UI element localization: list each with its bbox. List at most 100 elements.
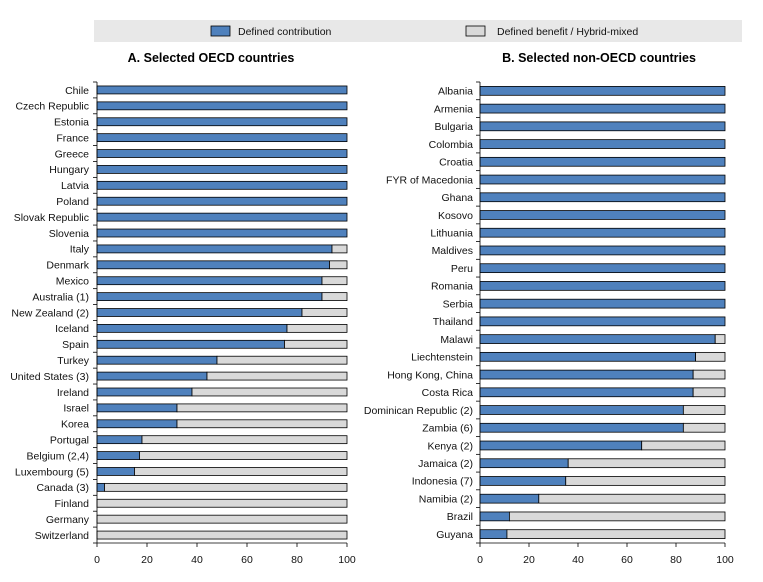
panel-a-category-label: Poland: [56, 196, 89, 208]
panel-a-bar-db-iceland: [286, 324, 348, 333]
panel-b-category-label: Liechtenstein: [411, 352, 473, 364]
panel-b-bar-dc-namibia-2: [479, 493, 540, 504]
panel-b-bar-dc-costa-rica: [479, 387, 694, 398]
panel-a-bar-db-israel: [176, 403, 348, 413]
panel-a-bar-dc-greece: [96, 149, 348, 158]
panel-a-category-label: Estonia: [54, 117, 89, 129]
panel-a-bar-dc-belgium-2-4: [96, 451, 140, 460]
legend-label-db: Defined benefit / Hybrid-mixed: [497, 26, 638, 38]
panel-a-bar-dc-australia-1: [96, 292, 323, 301]
legend-background: [94, 20, 742, 42]
panel-b-bar-dc-indonesia-7: [479, 476, 567, 486]
panel-a-bar-dc-iceland: [96, 324, 288, 333]
panel-a-category-label: Chile: [65, 85, 89, 97]
panel-a-bar-db-italy: [331, 244, 348, 254]
panel-b-bar-db-jamaica-2: [567, 458, 726, 469]
panel-a-category-label: Slovenia: [49, 228, 89, 240]
panel-b-bar-dc-kosovo: [479, 210, 726, 220]
panel-b-category-label: Peru: [451, 263, 473, 275]
panel-b-bar-dc-brazil: [479, 511, 510, 522]
panel-b-category-label: Armenia: [434, 103, 473, 115]
panel-b-bar-dc-zambia-6: [479, 422, 684, 433]
panel-a-bar-db-united-states-3: [206, 371, 348, 381]
panel-b-bar-dc-ghana: [479, 192, 726, 203]
panel-b-bar-db-kenya-2: [641, 440, 726, 451]
panel-b-category-label: Indonesia (7): [412, 476, 473, 488]
panel-a-bar-db-belgium-2-4: [139, 451, 348, 460]
panel-b-bar-db-namibia-2: [538, 493, 726, 504]
panel-b-category-label: Zambia (6): [422, 423, 473, 435]
panel-a-category-label: Latvia: [61, 180, 89, 192]
panel-a-category-label: Czech Republic: [15, 101, 89, 113]
panel-a-category-label: Israel: [63, 403, 89, 415]
panel-a-bar-dc-estonia: [96, 117, 348, 127]
panel-a-bar-dc-slovenia: [96, 228, 348, 238]
panel-a-bar-dc-canada-3: [96, 482, 105, 492]
panel-a-bar-db-denmark: [329, 260, 348, 270]
panel-b-category-label: FYR of Macedonia: [386, 174, 473, 186]
panel-b-bar-db-guyana: [506, 529, 726, 539]
panel-a-bar-db-turkey: [216, 355, 348, 365]
panel-a-bar-db-finland: [96, 498, 348, 508]
panel-a-x-tick-label: 60: [241, 554, 253, 566]
panel-b-category-label: Guyana: [436, 529, 473, 541]
panel-b-x-tick-label: 100: [716, 554, 734, 566]
panel-b-bar-dc-serbia: [479, 298, 726, 309]
panel-b-x-tick-label: 80: [670, 554, 682, 566]
panel-a-bar-dc-israel: [96, 403, 178, 413]
legend: Defined contribution Defined benefit / H…: [94, 20, 742, 42]
panel-b-category-label: Colombia: [429, 139, 474, 151]
panel-a-bar-dc-luxembourg-5: [96, 467, 135, 476]
panel-a-x-tick-label: 100: [338, 554, 356, 566]
panel-a-x-tick-label: 0: [94, 554, 100, 566]
panel-b-bar-dc-jamaica-2: [479, 458, 569, 469]
panel-a-bar-db-spain: [284, 339, 348, 349]
panel-b-category-label: Lithuania: [430, 228, 473, 240]
panel-b-bar-dc-dominican-republic-2: [479, 405, 684, 415]
panel-a-x-tick-label: 80: [291, 554, 303, 566]
panel-b-bar-db-zambia-6: [682, 422, 726, 433]
panel-a-category-label: Mexico: [56, 276, 89, 288]
panel-b-axis: 0 20 40 60 80 100: [476, 81, 734, 566]
panel-a-category-label: Italy: [70, 244, 90, 256]
panel-a-title: A. Selected OECD countries: [128, 51, 295, 65]
legend-swatch-db: [465, 25, 486, 37]
panel-b-category-label: Kenya (2): [427, 440, 473, 452]
panel-b-category-label: Costa Rica: [422, 387, 474, 399]
panel-b-bar-dc-albania: [479, 86, 726, 96]
panel-b-bar-dc-romania: [479, 281, 726, 291]
panel-b-bars: [479, 86, 726, 539]
panel-b-bar-dc-hong-kong-china: [479, 369, 694, 380]
panel-a-bar-dc-spain: [96, 339, 285, 349]
panel-b-bar-dc-croatia: [479, 156, 726, 167]
panel-a-category-label: Spain: [62, 339, 89, 351]
panel-b-bar-dc-malawi: [479, 334, 716, 344]
panel-b-category-label: Albania: [438, 86, 473, 98]
panel-b-bar-dc-thailand: [479, 316, 726, 327]
panel-a-category-label: Korea: [61, 419, 89, 431]
panel-a-bar-db-switzerland: [96, 530, 348, 540]
panel-a-category-label: Belgium (2,4): [27, 450, 89, 462]
panel-b-bar-dc-colombia: [479, 139, 726, 149]
panel-a-category-label: Ireland: [57, 387, 89, 399]
panel-a-category-label: Iceland: [55, 323, 89, 335]
panel-b-bar-db-indonesia-7: [565, 476, 726, 486]
panel-b-x-tick-label: 20: [523, 554, 535, 566]
panel-b-bar-dc-maldives: [479, 245, 726, 256]
panel-a-bar-dc-ireland: [96, 387, 193, 397]
panel-b-category-labels: Albania Armenia Bulgaria Colombia Croatia FYR…: [364, 86, 473, 541]
panel-a-bar-dc-denmark: [96, 260, 330, 270]
panel-a-category-label: Greece: [55, 148, 90, 160]
panel-b-bar-db-malawi: [714, 334, 726, 344]
panel-b-bar-db-costa-rica: [692, 387, 726, 398]
panel-b-bar-dc-guyana: [479, 529, 508, 539]
panel-a-bar-db-portugal: [141, 435, 348, 445]
panel-a-bar-dc-italy: [96, 244, 333, 254]
panel-a-bar-dc-czech-republic: [96, 101, 348, 111]
panel-a-category-label: United States (3): [10, 371, 89, 383]
panel-b-category-label: Ghana: [441, 192, 473, 204]
panel-a-category-label: Germany: [46, 514, 90, 526]
panel-a-bar-dc-chile: [96, 85, 348, 95]
panel-b-title: B. Selected non-OECD countries: [502, 51, 696, 65]
